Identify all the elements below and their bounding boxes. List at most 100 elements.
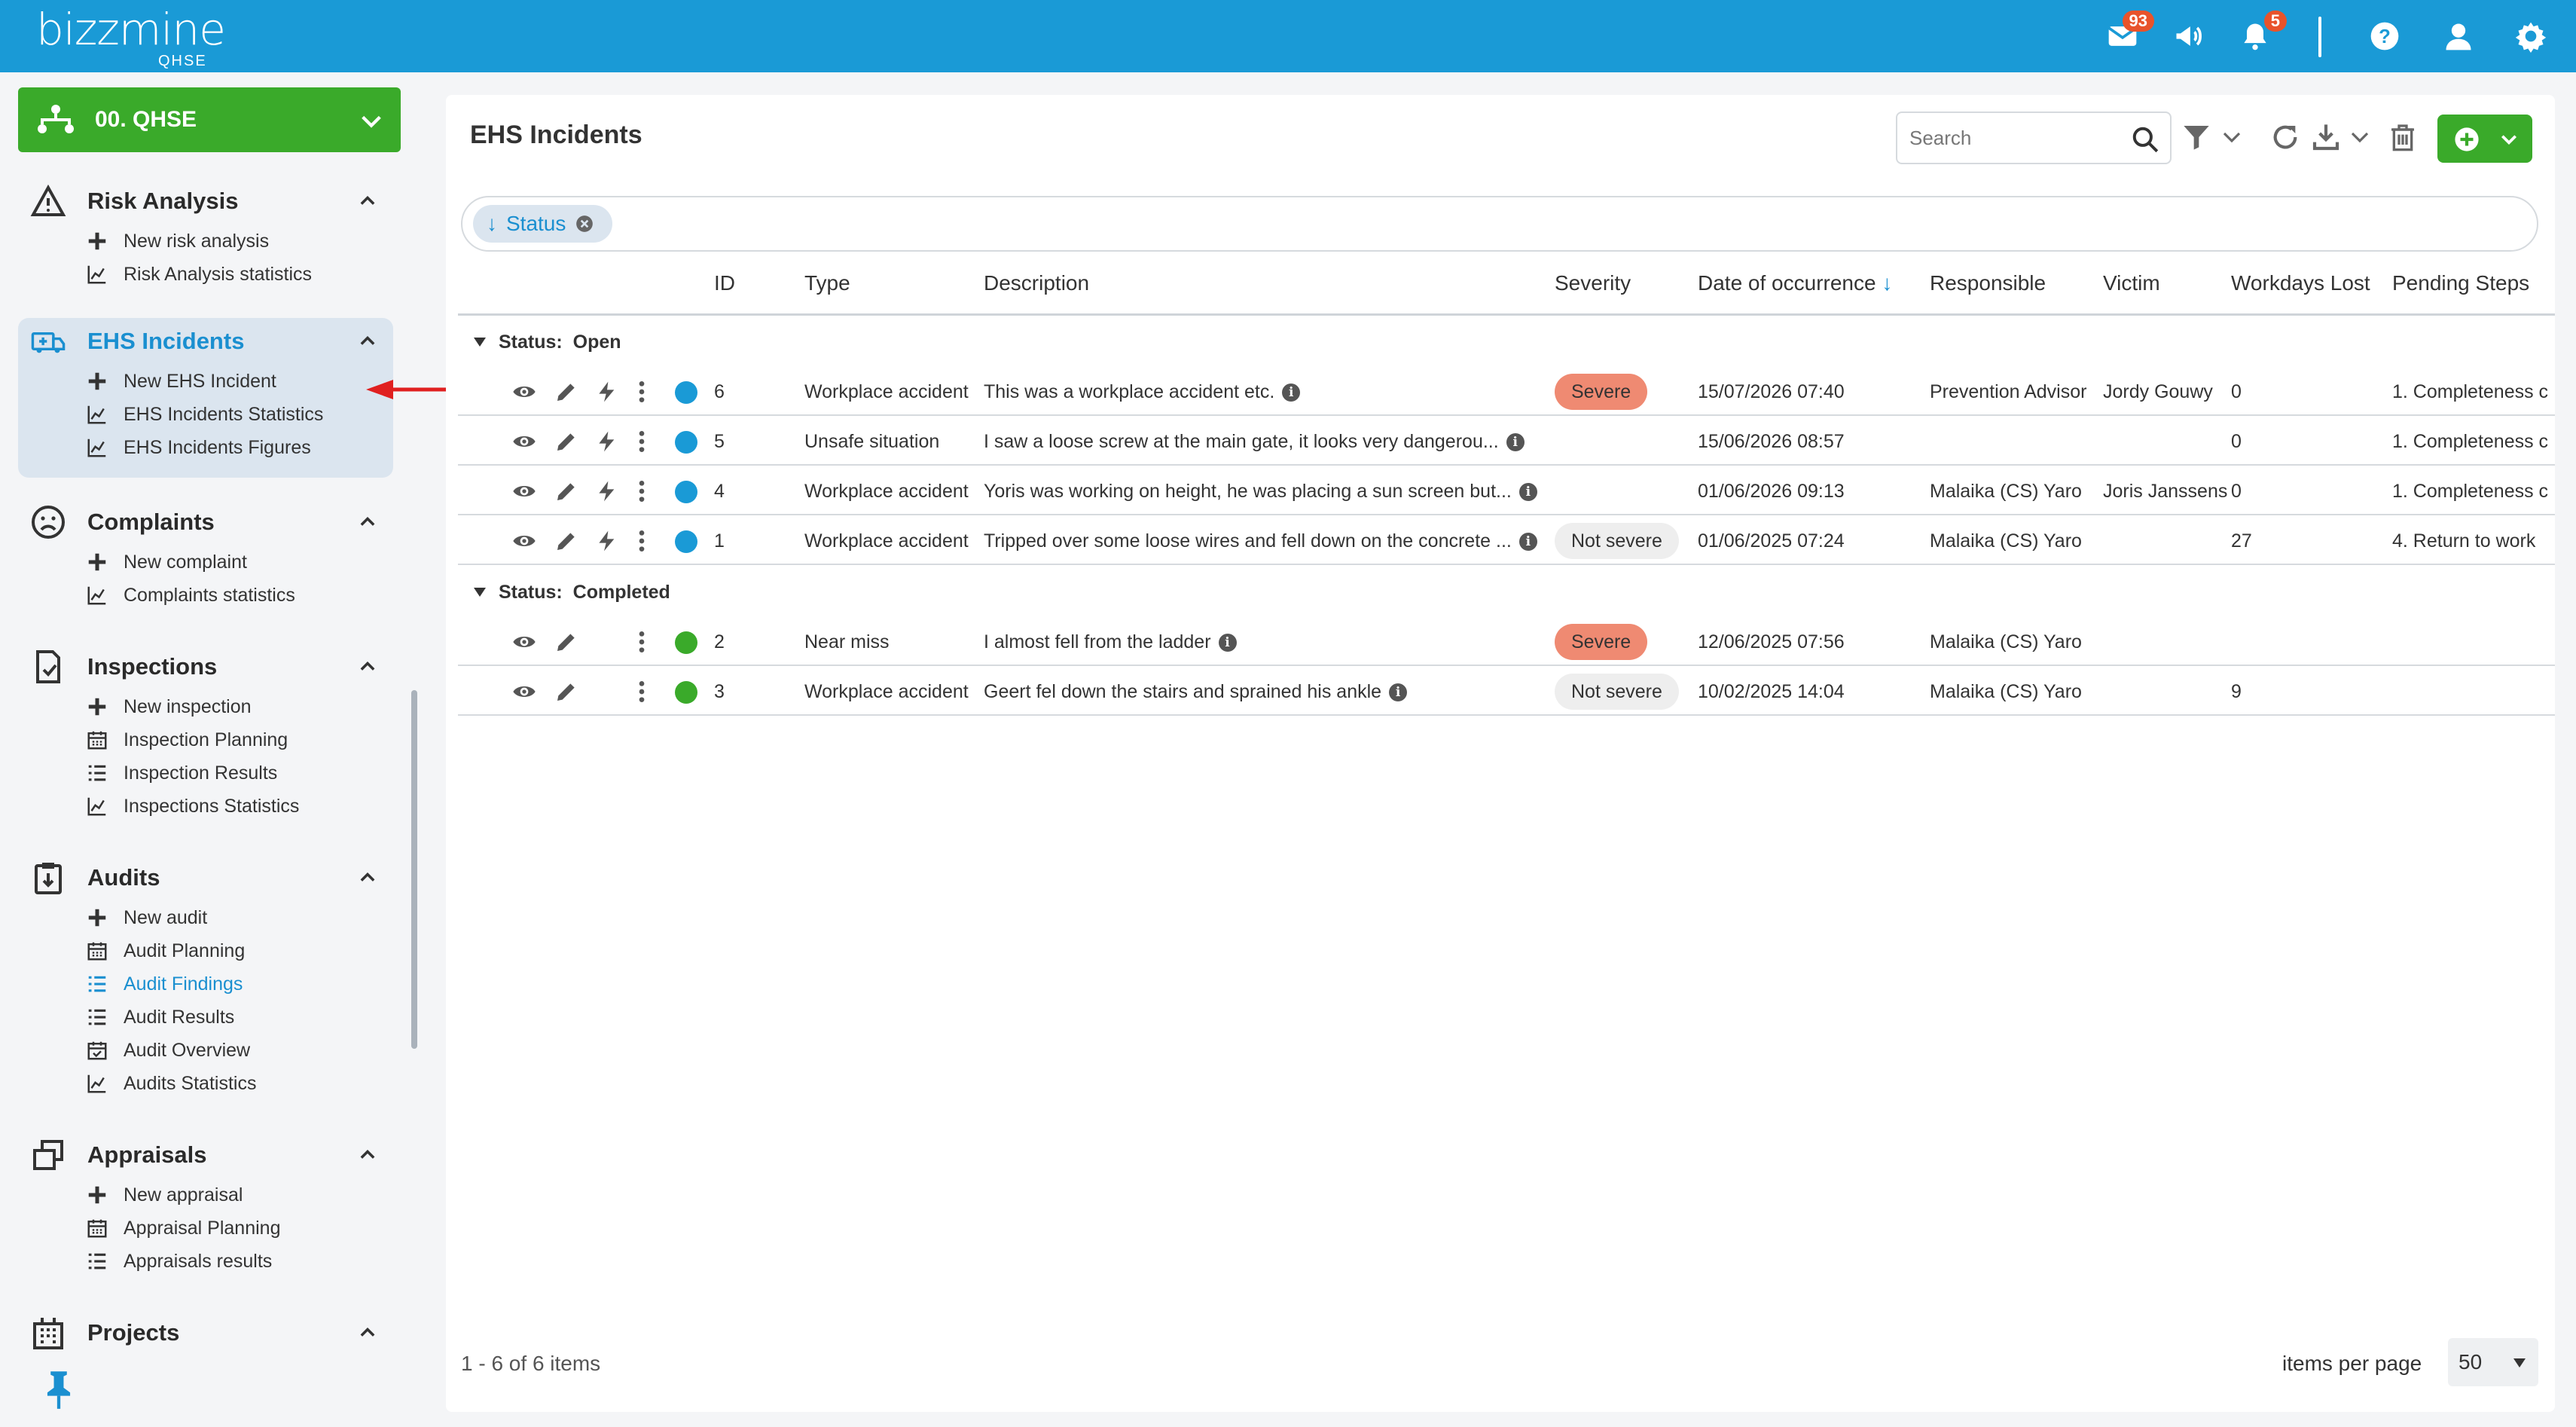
collapse-triangle-icon[interactable] xyxy=(473,336,487,348)
info-icon[interactable]: i xyxy=(1506,433,1525,452)
sidebar-item-inspection-results[interactable]: Inspection Results xyxy=(18,756,393,790)
items-per-page-select[interactable]: 50 xyxy=(2448,1338,2538,1386)
sidebar-item-audit-results[interactable]: Audit Results xyxy=(18,1001,393,1034)
sidebar-item-risk-analysis-statistics[interactable]: Risk Analysis statistics xyxy=(18,258,393,291)
collapse-triangle-icon[interactable] xyxy=(473,586,487,598)
table-row[interactable]: 5 Unsafe situation I saw a loose screw a… xyxy=(458,417,2555,466)
download-icon[interactable] xyxy=(2311,122,2341,152)
table-row[interactable]: 1 Workplace accident Tripped over some l… xyxy=(458,517,2555,565)
sidebar-section-header[interactable]: Inspections xyxy=(18,643,393,690)
group-chip-status[interactable]: ↓ Status xyxy=(473,205,613,243)
group-row-open[interactable]: Status: Open xyxy=(458,319,2555,365)
sidebar-item-appraisal-planning[interactable]: Appraisal Planning xyxy=(18,1212,393,1245)
filter-icon[interactable] xyxy=(2181,122,2211,152)
table-row[interactable]: 6 Workplace accident This was a workplac… xyxy=(458,368,2555,416)
column-header-responsible[interactable]: Responsible xyxy=(1930,271,2046,295)
sidebar-item-inspection-planning[interactable]: Inspection Planning xyxy=(18,723,393,756)
search-icon[interactable] xyxy=(2131,125,2159,154)
chevron-up-icon[interactable] xyxy=(357,655,378,677)
project-selector[interactable]: 00. QHSE xyxy=(18,87,401,152)
megaphone-icon[interactable] xyxy=(2171,18,2207,54)
info-icon[interactable]: i xyxy=(1282,383,1301,402)
help-icon[interactable]: ? xyxy=(2367,18,2403,54)
eye-icon[interactable] xyxy=(512,479,536,503)
trash-icon[interactable] xyxy=(2388,122,2418,152)
pencil-icon[interactable] xyxy=(554,630,578,654)
pencil-icon[interactable] xyxy=(554,680,578,704)
sidebar-item-new-ehs-incident[interactable]: New EHS Incident xyxy=(18,365,393,398)
info-icon[interactable]: i xyxy=(1518,483,1537,502)
more-vertical-icon[interactable] xyxy=(634,479,649,503)
sidebar-section-header[interactable]: Audits xyxy=(18,854,393,901)
column-header-type[interactable]: Type xyxy=(804,271,850,295)
column-header-pending-steps[interactable]: Pending Steps xyxy=(2392,271,2530,295)
column-header-description[interactable]: Description xyxy=(984,271,1090,295)
gear-icon[interactable] xyxy=(2513,18,2549,54)
table-row[interactable]: 2 Near miss I almost fell from the ladde… xyxy=(458,618,2555,666)
pencil-icon[interactable] xyxy=(554,479,578,503)
column-header-id[interactable]: ID xyxy=(714,271,735,295)
table-row[interactable]: 4 Workplace accident Yoris was working o… xyxy=(458,467,2555,515)
more-vertical-icon[interactable] xyxy=(634,380,649,404)
eye-icon[interactable] xyxy=(512,680,536,704)
sidebar-section-header[interactable]: Appraisals xyxy=(18,1132,393,1178)
search-input[interactable] xyxy=(1909,124,2120,152)
search-box[interactable] xyxy=(1896,112,2172,164)
close-circle-icon[interactable] xyxy=(575,214,594,234)
sidebar-item-audit-findings[interactable]: Audit Findings xyxy=(18,967,393,1001)
bell-icon[interactable]: 5 xyxy=(2237,11,2287,54)
app-logo[interactable]: bizzmine QHSE xyxy=(36,8,226,69)
lightning-icon[interactable] xyxy=(595,529,619,553)
lightning-icon[interactable] xyxy=(595,380,619,404)
pencil-icon[interactable] xyxy=(554,380,578,404)
chevron-up-icon[interactable] xyxy=(357,330,378,351)
info-icon[interactable]: i xyxy=(1389,683,1408,702)
mail-icon[interactable]: 93 xyxy=(2104,11,2154,54)
eye-icon[interactable] xyxy=(512,429,536,454)
sidebar-item-audits-statistics[interactable]: Audits Statistics xyxy=(18,1067,393,1100)
sidebar-item-new-risk-analysis[interactable]: New risk analysis xyxy=(18,225,393,258)
info-icon[interactable]: i xyxy=(1218,634,1237,652)
column-header-workdays-lost[interactable]: Workdays Lost xyxy=(2231,271,2370,295)
sidebar-item-new-appraisal[interactable]: New appraisal xyxy=(18,1178,393,1212)
chevron-up-icon[interactable] xyxy=(357,1322,378,1343)
sidebar-item-ehs-incidents-figures[interactable]: EHS Incidents Figures xyxy=(18,431,393,464)
eye-icon[interactable] xyxy=(512,529,536,553)
chevron-up-icon[interactable] xyxy=(357,866,378,888)
eye-icon[interactable] xyxy=(512,630,536,654)
sidebar-item-audit-overview[interactable]: Audit Overview xyxy=(18,1034,393,1067)
sidebar-item-ehs-incidents-statistics[interactable]: EHS Incidents Statistics xyxy=(18,398,393,431)
lightning-icon[interactable] xyxy=(595,479,619,503)
sidebar-item-appraisals-results[interactable]: Appraisals results xyxy=(18,1245,393,1278)
column-header-severity[interactable]: Severity xyxy=(1555,271,1631,295)
chevron-up-icon[interactable] xyxy=(357,511,378,532)
pencil-icon[interactable] xyxy=(554,429,578,454)
more-vertical-icon[interactable] xyxy=(634,680,649,704)
sidebar-section-header[interactable]: Complaints xyxy=(18,499,393,545)
column-header-date[interactable]: Date of occurrence ↓ xyxy=(1698,271,1892,295)
sidebar-section-header[interactable]: Projects xyxy=(18,1309,393,1356)
sidebar-item-new-complaint[interactable]: New complaint xyxy=(18,545,393,579)
more-vertical-icon[interactable] xyxy=(634,529,649,553)
sidebar-item-complaints-statistics[interactable]: Complaints statistics xyxy=(18,579,393,612)
sidebar-item-audit-planning[interactable]: Audit Planning xyxy=(18,934,393,967)
table-row[interactable]: 3 Workplace accident Geert fel down the … xyxy=(458,668,2555,716)
column-header-victim[interactable]: Victim xyxy=(2103,271,2160,295)
pin-icon[interactable] xyxy=(42,1368,75,1410)
chevron-up-icon[interactable] xyxy=(357,1144,378,1165)
sidebar-item-inspections-statistics[interactable]: Inspections Statistics xyxy=(18,790,393,823)
add-button[interactable] xyxy=(2437,115,2532,163)
user-icon[interactable] xyxy=(2440,18,2477,54)
sidebar-scrollbar[interactable] xyxy=(411,690,417,1049)
refresh-icon[interactable] xyxy=(2270,122,2300,152)
eye-icon[interactable] xyxy=(512,380,536,404)
sidebar-item-new-audit[interactable]: New audit xyxy=(18,901,393,934)
lightning-icon[interactable] xyxy=(595,429,619,454)
filter-chevron-down-icon[interactable] xyxy=(2220,122,2243,152)
group-row-completed[interactable]: Status: Completed xyxy=(458,570,2555,615)
download-chevron-down-icon[interactable] xyxy=(2349,122,2371,152)
chevron-up-icon[interactable] xyxy=(357,190,378,211)
more-vertical-icon[interactable] xyxy=(634,630,649,654)
group-by-bar[interactable]: ↓ Status xyxy=(461,196,2538,252)
sidebar-item-new-inspection[interactable]: New inspection xyxy=(18,690,393,723)
